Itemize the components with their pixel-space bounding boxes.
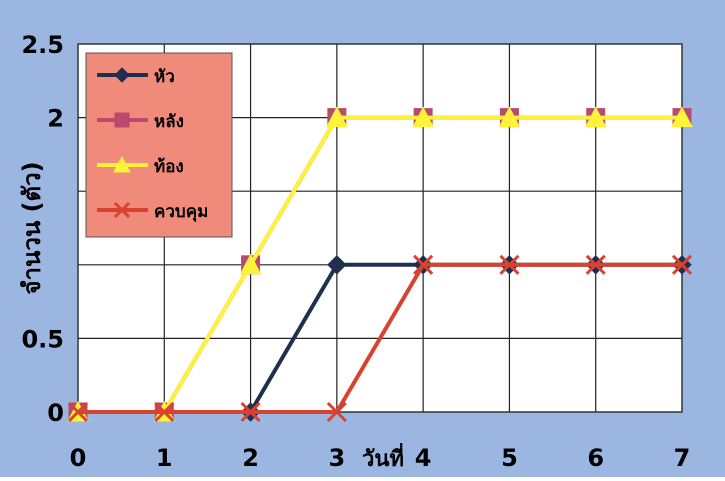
- legend-label: หลัง: [154, 112, 184, 132]
- y-tick-label: 0.5: [21, 325, 64, 353]
- marker-x-stroke: [413, 254, 434, 275]
- legend-label: หัว: [154, 67, 175, 87]
- x-tick-label: 4: [415, 444, 432, 472]
- marker-triangle: [326, 106, 348, 128]
- marker-x-stroke: [499, 254, 520, 275]
- marker-x: [413, 254, 434, 275]
- marker-x-stroke: [113, 201, 131, 219]
- legend-label: ควบคุม: [154, 202, 208, 222]
- marker-triangle: [239, 253, 262, 275]
- marker-triangle: [498, 106, 521, 128]
- marker-triangle: [671, 106, 693, 128]
- y-axis-label: จำนวน (ตัว): [18, 161, 46, 294]
- marker-x-stroke: [671, 254, 693, 275]
- marker-x: [113, 201, 131, 219]
- marker-x-stroke: [585, 254, 606, 275]
- marker-x: [326, 401, 347, 423]
- marker-x: [671, 254, 693, 275]
- x-tick-label: 0: [70, 444, 87, 472]
- y-tick-label: 2.5: [21, 31, 64, 59]
- marker-x-stroke: [326, 401, 347, 423]
- marker-diamond: [114, 67, 130, 83]
- x-tick-label: 5: [501, 444, 518, 472]
- series-4: [67, 254, 693, 423]
- marker-x: [67, 401, 89, 423]
- marker-x: [585, 254, 606, 275]
- marker-x: [154, 401, 175, 423]
- marker-diamond: [327, 255, 347, 275]
- x-tick-label: 6: [587, 444, 604, 472]
- x-axis-label: วันที่: [362, 442, 404, 472]
- marker-triangle: [113, 155, 131, 173]
- series-line: [78, 262, 682, 414]
- marker-x: [499, 254, 520, 275]
- marker-x-stroke: [67, 401, 89, 423]
- series-line: [78, 115, 682, 414]
- marker-x-stroke: [240, 401, 261, 423]
- legend-box: [85, 52, 233, 238]
- marker-square: [114, 112, 130, 128]
- x-tick-label: 7: [674, 444, 691, 472]
- marker-x: [240, 401, 261, 423]
- marker-x-stroke: [154, 401, 175, 423]
- legend-label: ท้อง: [154, 157, 184, 177]
- tick-labels: 0 0.5 2 2.5 0 1 2 3 4 5 6 7: [21, 31, 690, 472]
- marker-triangle: [412, 106, 434, 128]
- x-tick-label: 3: [329, 444, 346, 472]
- y-tick-label: 0: [47, 399, 64, 427]
- x-tick-label: 2: [242, 444, 259, 472]
- marker-triangle: [584, 106, 607, 128]
- y-tick-label: 2: [47, 105, 64, 133]
- series-layer: [67, 106, 693, 423]
- x-tick-label: 1: [156, 444, 173, 472]
